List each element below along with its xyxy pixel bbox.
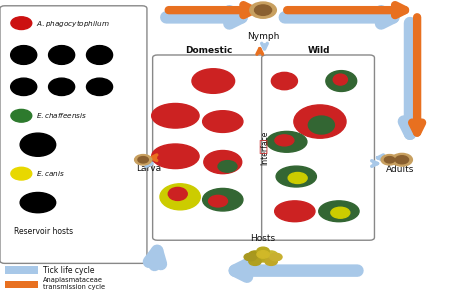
Ellipse shape — [209, 195, 228, 207]
Text: Reservoir hosts: Reservoir hosts — [14, 227, 73, 236]
Circle shape — [257, 251, 269, 258]
Circle shape — [395, 156, 409, 164]
Ellipse shape — [326, 71, 356, 91]
Ellipse shape — [294, 105, 346, 138]
Text: Wild: Wild — [307, 46, 330, 55]
Ellipse shape — [20, 192, 56, 213]
Ellipse shape — [331, 207, 350, 218]
Ellipse shape — [152, 104, 199, 128]
Ellipse shape — [218, 161, 237, 172]
Bar — [5, 281, 38, 288]
Bar — [5, 266, 38, 274]
Circle shape — [270, 253, 282, 261]
Text: Interface: Interface — [260, 130, 269, 165]
Text: $\it{A.phagocytophilum}$: $\it{A.phagocytophilum}$ — [36, 18, 109, 29]
Text: Larva: Larva — [136, 164, 161, 173]
Circle shape — [255, 5, 272, 15]
Ellipse shape — [152, 144, 199, 168]
Ellipse shape — [11, 46, 37, 64]
Circle shape — [265, 258, 277, 265]
Circle shape — [392, 153, 412, 166]
Ellipse shape — [86, 78, 112, 95]
Circle shape — [244, 253, 256, 261]
Circle shape — [11, 167, 32, 180]
Ellipse shape — [319, 201, 359, 222]
Text: Eggs: Eggs — [252, 265, 274, 274]
Text: Domestic: Domestic — [185, 46, 232, 55]
Circle shape — [11, 109, 32, 122]
Circle shape — [249, 258, 261, 265]
Ellipse shape — [202, 111, 243, 132]
Text: 🧍: 🧍 — [258, 139, 267, 154]
Ellipse shape — [204, 150, 242, 174]
Circle shape — [250, 2, 276, 18]
Circle shape — [384, 157, 395, 163]
Ellipse shape — [274, 201, 315, 222]
Ellipse shape — [160, 184, 200, 210]
Ellipse shape — [49, 78, 75, 95]
Circle shape — [381, 155, 398, 165]
Ellipse shape — [266, 132, 307, 152]
Text: $\it{E.canis}$: $\it{E.canis}$ — [36, 169, 64, 178]
Ellipse shape — [20, 133, 56, 156]
Circle shape — [11, 17, 32, 29]
FancyBboxPatch shape — [262, 55, 374, 240]
Ellipse shape — [271, 72, 298, 90]
Ellipse shape — [333, 74, 347, 85]
Circle shape — [135, 155, 152, 165]
Ellipse shape — [49, 46, 75, 64]
Text: $\it{E.chaffeensis}$: $\it{E.chaffeensis}$ — [36, 111, 87, 120]
Ellipse shape — [275, 135, 294, 146]
Ellipse shape — [288, 173, 307, 184]
Text: Hosts: Hosts — [250, 234, 275, 243]
Ellipse shape — [192, 69, 235, 93]
Circle shape — [265, 251, 277, 258]
Text: Nymph: Nymph — [247, 32, 279, 41]
Ellipse shape — [86, 46, 112, 64]
Circle shape — [257, 247, 269, 255]
Text: Tick life cycle: Tick life cycle — [43, 266, 94, 274]
FancyBboxPatch shape — [0, 6, 147, 263]
Ellipse shape — [276, 166, 316, 187]
Ellipse shape — [202, 188, 243, 211]
Circle shape — [249, 251, 261, 258]
FancyBboxPatch shape — [153, 55, 265, 240]
Circle shape — [257, 254, 269, 262]
Ellipse shape — [168, 187, 187, 200]
Circle shape — [138, 157, 148, 163]
Text: Anaplasmataceae
transmission cycle: Anaplasmataceae transmission cycle — [43, 276, 105, 290]
Ellipse shape — [308, 116, 335, 134]
Text: Adults: Adults — [386, 165, 415, 174]
Ellipse shape — [11, 78, 37, 95]
